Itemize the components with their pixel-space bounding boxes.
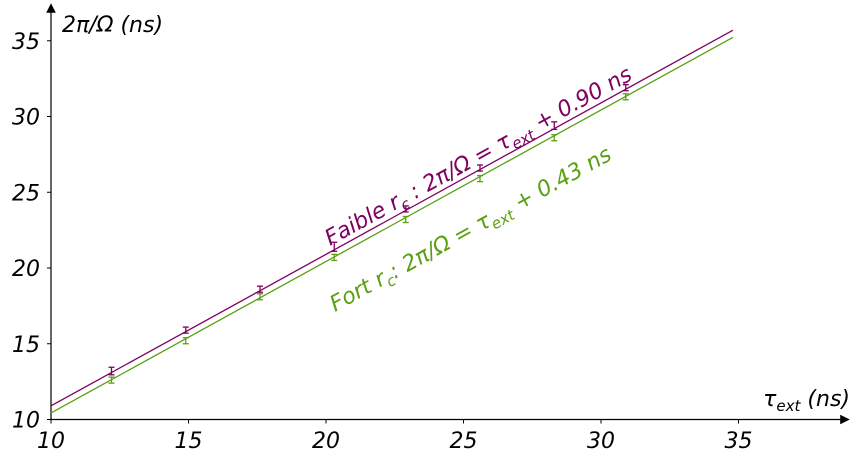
y-axis-label: 2π/Ω (ns) — [62, 13, 163, 38]
data-point — [551, 134, 558, 142]
data-point — [108, 366, 115, 376]
x-tick-label: 35 — [725, 429, 753, 454]
fit-line — [50, 36, 734, 414]
data-point — [182, 326, 189, 334]
data-point — [402, 215, 409, 224]
data-point — [477, 164, 483, 172]
x-axis-label: τext (ns) — [763, 387, 850, 415]
series-layer — [50, 29, 734, 414]
data-point — [108, 376, 115, 384]
axes — [46, 3, 850, 425]
y-tick-label: 35 — [12, 30, 40, 55]
x-tick-label: 10 — [37, 429, 65, 454]
data-point — [257, 293, 263, 301]
data-point — [622, 93, 629, 101]
x-tick-label: 30 — [587, 429, 615, 454]
data-point — [257, 285, 263, 293]
data-point — [331, 253, 338, 262]
y-tick-label: 25 — [12, 181, 40, 206]
x-tick-label: 25 — [450, 429, 478, 454]
y-tick-label: 15 — [12, 333, 40, 358]
y-tick-label: 20 — [12, 257, 40, 282]
data-point — [477, 174, 483, 183]
data-point — [331, 241, 338, 252]
series-1 — [50, 29, 734, 407]
series-2 — [50, 36, 734, 414]
y-tick-label: 30 — [12, 106, 40, 131]
x-tick-label: 20 — [312, 429, 340, 454]
x-tick-label: 15 — [175, 429, 203, 454]
fit-line — [50, 29, 734, 407]
tick-labels: 10 15 20 25 30 35 10 15 20 25 30 35 2π/Ω (ns) τext (n… — [12, 13, 850, 454]
data-point — [402, 205, 409, 213]
data-point — [551, 121, 558, 131]
y-tick-label: 10 — [12, 409, 40, 434]
data-point — [622, 84, 629, 92]
data-point — [182, 337, 189, 345]
